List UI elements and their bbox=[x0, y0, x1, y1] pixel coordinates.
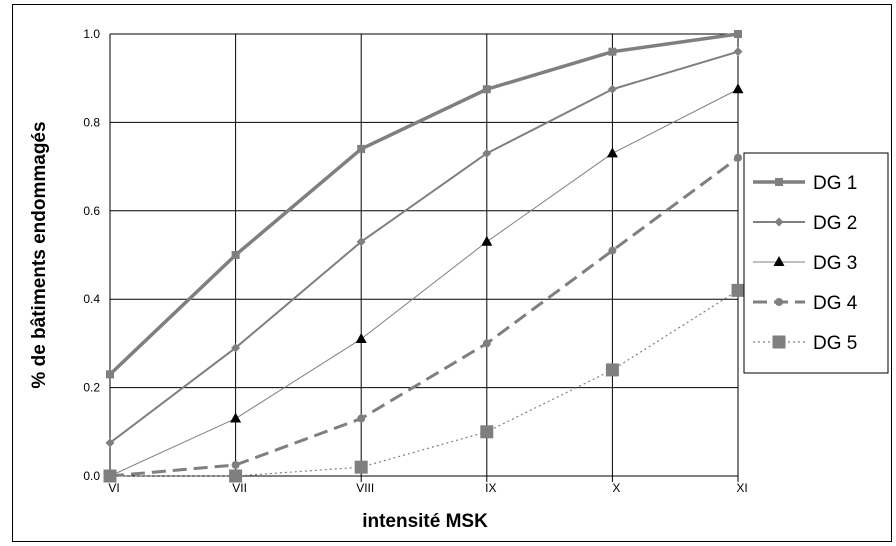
legend-label: DG 5 bbox=[813, 333, 857, 354]
data-point bbox=[231, 251, 240, 259]
data-point bbox=[732, 83, 744, 94]
data-point bbox=[229, 469, 243, 483]
gridlines bbox=[109, 33, 739, 482]
data-point bbox=[357, 144, 366, 153]
data-point bbox=[481, 235, 493, 246]
y-axis-title: % de bâtiments endommagés bbox=[29, 121, 50, 388]
data-point bbox=[607, 84, 617, 94]
data-point bbox=[231, 343, 241, 353]
y-tick-label: 0.4 bbox=[83, 292, 100, 306]
series-line bbox=[110, 289, 739, 477]
data-point bbox=[482, 148, 492, 158]
series-line bbox=[109, 88, 739, 477]
x-tick-label: VIII bbox=[356, 481, 374, 495]
x-tick-label: VII bbox=[232, 481, 247, 495]
y-tick-label: 0.2 bbox=[83, 381, 100, 395]
data-point bbox=[231, 460, 240, 469]
x-tick-label: XI bbox=[736, 481, 747, 495]
series-line bbox=[108, 32, 739, 376]
data-point bbox=[103, 469, 117, 483]
data-point bbox=[733, 47, 743, 57]
data-point bbox=[774, 217, 784, 227]
legend-label: DG 3 bbox=[813, 253, 857, 274]
x-tick-label: VI bbox=[108, 481, 119, 495]
data-point bbox=[773, 256, 785, 266]
data-point bbox=[775, 298, 783, 306]
data-point bbox=[734, 30, 742, 38]
y-tick-label: 0.6 bbox=[83, 204, 100, 218]
data-point bbox=[606, 147, 618, 158]
chart-frame: 0.0 0.2 0.4 0.6 0.8 1.0 VI VII VIII IX X XI intens… bbox=[12, 4, 892, 542]
series-lines bbox=[108, 32, 739, 478]
damage-curve-chart: 0.0 0.2 0.4 0.6 0.8 1.0 VI VII VIII IX X XI intens… bbox=[29, 27, 889, 532]
data-point bbox=[354, 460, 368, 474]
y-tick-label: 0.8 bbox=[83, 115, 100, 129]
data-point bbox=[230, 412, 242, 423]
legend-box bbox=[743, 152, 889, 374]
legend-label: DG 1 bbox=[813, 173, 857, 194]
data-point bbox=[355, 332, 367, 343]
x-tick-label: IX bbox=[485, 481, 496, 495]
series-line bbox=[109, 50, 739, 444]
data-point bbox=[734, 153, 742, 162]
data-point bbox=[105, 438, 115, 448]
series-line bbox=[109, 156, 739, 478]
data-point bbox=[106, 370, 114, 379]
data-point bbox=[775, 178, 783, 186]
x-tick-label: X bbox=[612, 481, 620, 495]
data-point bbox=[772, 335, 786, 349]
x-axis-ticks: VI VII VIII IX X XI bbox=[108, 481, 747, 495]
legend-label: DG 2 bbox=[813, 213, 857, 234]
x-axis-title: intensité MSK bbox=[362, 511, 488, 532]
data-point bbox=[482, 339, 491, 348]
series-markers bbox=[103, 30, 745, 483]
data-point bbox=[356, 237, 366, 247]
data-point bbox=[357, 414, 366, 423]
data-point bbox=[480, 425, 494, 439]
data-point bbox=[731, 283, 745, 297]
legend-label: DG 4 bbox=[813, 293, 858, 314]
y-axis-ticks: 0.0 0.2 0.4 0.6 0.8 1.0 bbox=[83, 27, 100, 483]
data-point bbox=[605, 363, 619, 377]
data-point bbox=[608, 47, 617, 56]
legend: DG 1 DG 2 DG 3 DG 4 DG 5 bbox=[743, 152, 889, 374]
data-point bbox=[608, 246, 617, 255]
y-tick-label: 1.0 bbox=[83, 27, 100, 41]
data-point bbox=[482, 85, 491, 94]
y-tick-label: 0.0 bbox=[83, 469, 100, 483]
